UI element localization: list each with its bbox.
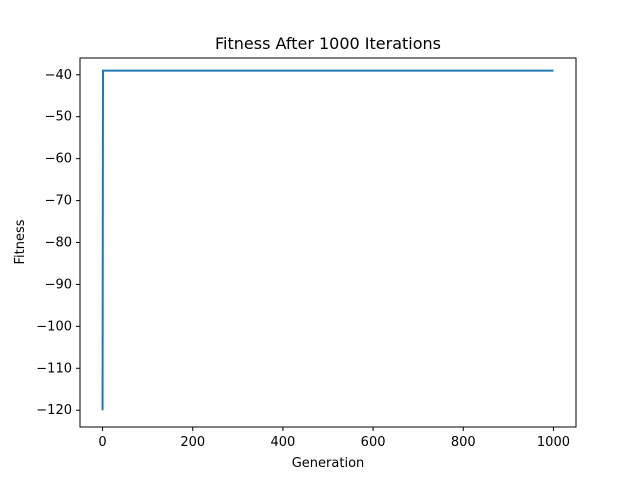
x-tick-label: 400 xyxy=(270,435,295,450)
x-tick-label: 1000 xyxy=(537,435,570,450)
y-axis-label: Fitness xyxy=(13,219,28,264)
y-axis: −40 −50 −60 −70 −80 −90 −100 −110 −120 xyxy=(36,68,80,418)
y-tick-label: −40 xyxy=(45,68,72,83)
x-axis-label: Generation xyxy=(292,456,365,471)
y-tick-label: −120 xyxy=(36,403,72,418)
y-tick-label: −100 xyxy=(36,319,72,334)
chart-title: Fitness After 1000 Iterations xyxy=(215,34,441,53)
x-tick-label: 0 xyxy=(98,435,106,450)
x-tick-label: 800 xyxy=(451,435,476,450)
x-axis: 0 200 400 600 800 1000 xyxy=(98,427,570,450)
plot-area xyxy=(79,57,577,428)
plot-background xyxy=(80,58,576,427)
x-tick-label: 200 xyxy=(180,435,205,450)
y-tick-label: −60 xyxy=(45,152,72,167)
y-tick-label: −80 xyxy=(45,236,72,251)
y-tick-label: −50 xyxy=(45,110,72,125)
x-tick-label: 600 xyxy=(361,435,386,450)
y-tick-label: −70 xyxy=(45,194,72,209)
series-line xyxy=(101,69,554,411)
y-tick-label: −90 xyxy=(45,277,72,292)
y-tick-label: −110 xyxy=(36,361,72,376)
series-layer xyxy=(101,69,554,411)
